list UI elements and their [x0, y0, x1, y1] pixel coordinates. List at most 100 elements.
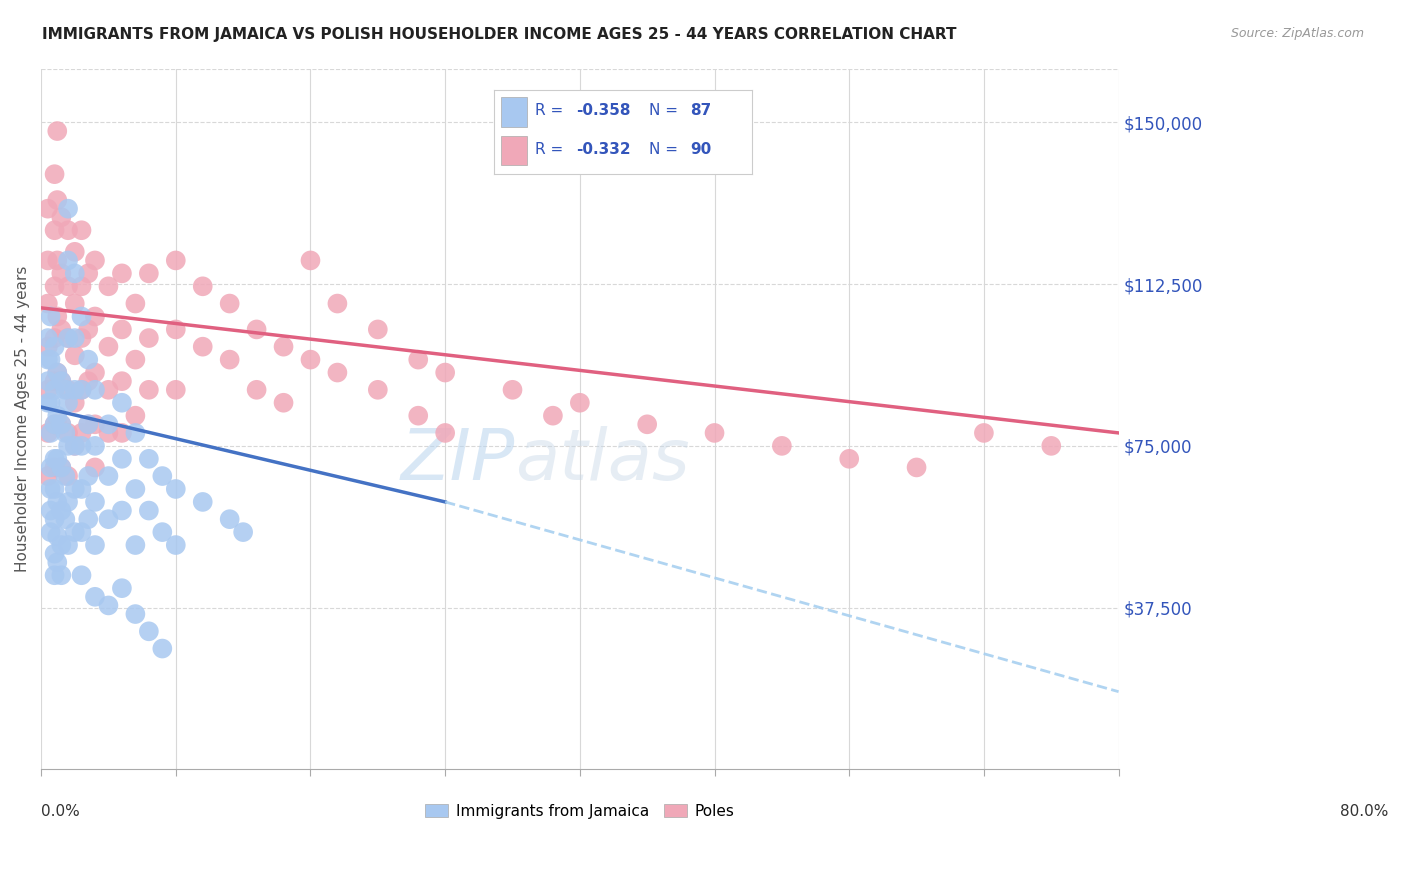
Point — [63, 348, 86, 362]
Point — [37, 340, 59, 354]
Point — [56, 331, 79, 345]
Point — [53, 469, 76, 483]
Point — [138, 266, 160, 280]
Point — [56, 469, 79, 483]
Point — [97, 417, 120, 432]
Point — [434, 425, 457, 440]
Point — [905, 460, 928, 475]
Point — [406, 409, 429, 423]
Point — [70, 383, 93, 397]
Point — [56, 202, 79, 216]
Point — [51, 460, 73, 475]
Point — [51, 211, 73, 225]
Point — [51, 503, 73, 517]
Point — [63, 482, 86, 496]
Point — [39, 460, 62, 475]
Point — [44, 223, 66, 237]
Point — [46, 366, 69, 380]
Point — [56, 396, 79, 410]
Point — [56, 538, 79, 552]
Point — [63, 331, 86, 345]
Point — [97, 599, 120, 613]
Point — [53, 512, 76, 526]
Point — [63, 439, 86, 453]
Point — [44, 417, 66, 432]
Point — [44, 451, 66, 466]
Point — [97, 279, 120, 293]
Point — [70, 482, 93, 496]
Point — [838, 451, 860, 466]
Point — [111, 503, 134, 517]
Point — [97, 512, 120, 526]
Point — [46, 495, 69, 509]
Point — [63, 396, 86, 410]
Point — [70, 425, 93, 440]
Point — [44, 331, 66, 345]
Point — [56, 279, 79, 293]
Point — [568, 396, 591, 410]
Point — [299, 352, 322, 367]
Point — [37, 425, 59, 440]
Point — [84, 383, 107, 397]
Point — [541, 409, 564, 423]
Point — [84, 495, 107, 509]
Point — [70, 525, 93, 540]
Point — [63, 383, 86, 397]
Point — [63, 266, 86, 280]
Point — [53, 383, 76, 397]
Point — [973, 425, 995, 440]
Point — [218, 352, 240, 367]
Point — [434, 366, 457, 380]
Point — [63, 244, 86, 259]
Point — [97, 383, 120, 397]
Point — [46, 409, 69, 423]
Text: Source: ZipAtlas.com: Source: ZipAtlas.com — [1230, 27, 1364, 40]
Point — [84, 439, 107, 453]
Point — [97, 340, 120, 354]
Point — [124, 482, 146, 496]
Text: IMMIGRANTS FROM JAMAICA VS POLISH HOUSEHOLDER INCOME AGES 25 - 44 YEARS CORRELAT: IMMIGRANTS FROM JAMAICA VS POLISH HOUSEH… — [42, 27, 956, 42]
Point — [51, 322, 73, 336]
Point — [84, 253, 107, 268]
Point — [218, 512, 240, 526]
Point — [77, 469, 100, 483]
Point — [124, 296, 146, 310]
Point — [44, 340, 66, 354]
Point — [39, 525, 62, 540]
Point — [150, 641, 173, 656]
Point — [138, 383, 160, 397]
Point — [37, 469, 59, 483]
Point — [84, 538, 107, 552]
Point — [218, 296, 240, 310]
Point — [70, 439, 93, 453]
Point — [46, 366, 69, 380]
Point — [51, 568, 73, 582]
Point — [56, 439, 79, 453]
Point — [273, 340, 295, 354]
Point — [44, 279, 66, 293]
Point — [37, 331, 59, 345]
Point — [44, 383, 66, 397]
Point — [273, 396, 295, 410]
Point — [191, 495, 214, 509]
Point — [70, 310, 93, 324]
Point — [77, 266, 100, 280]
Point — [56, 253, 79, 268]
Y-axis label: Householder Income Ages 25 - 44 years: Householder Income Ages 25 - 44 years — [15, 266, 30, 572]
Point — [44, 482, 66, 496]
Point — [138, 451, 160, 466]
Point — [39, 482, 62, 496]
Point — [124, 607, 146, 621]
Point — [138, 624, 160, 639]
Point — [44, 460, 66, 475]
Point — [37, 383, 59, 397]
Point — [77, 352, 100, 367]
Point — [406, 352, 429, 367]
Text: 0.0%: 0.0% — [41, 805, 80, 820]
Point — [326, 366, 349, 380]
Text: ZIP: ZIP — [401, 426, 515, 495]
Point — [44, 167, 66, 181]
Point — [111, 425, 134, 440]
Point — [63, 525, 86, 540]
Point — [232, 525, 254, 540]
